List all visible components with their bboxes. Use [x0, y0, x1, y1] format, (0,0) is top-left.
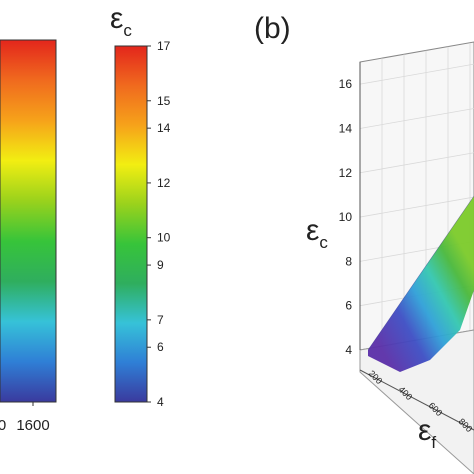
surface-x-axis-label: εf — [418, 414, 436, 452]
surface-grid-line — [359, 63, 474, 85]
colorbar-tick-label: 4 — [157, 395, 164, 409]
surface-edge — [367, 195, 474, 351]
surface-z-axis-label: εc — [306, 214, 328, 252]
heatmap-area — [0, 39, 57, 403]
colorbar-tick-label: 15 — [157, 94, 171, 108]
surface-x-axis — [359, 369, 474, 431]
surface-z-tick-label: 16 — [339, 77, 353, 91]
colorbar-tick-label: 17 — [157, 39, 171, 53]
surface-z-tick-label: 10 — [339, 210, 353, 224]
colorbar-tick-label: 7 — [157, 313, 164, 327]
surface-z-tick-label: 12 — [339, 166, 353, 180]
heatmap-tick-label-partial: 0 — [0, 417, 6, 434]
surface-z-tick-label: 6 — [345, 299, 352, 313]
surface-grid-line — [359, 152, 474, 174]
colorbar-title: εc — [110, 2, 132, 40]
colorbar-tick-label: 6 — [157, 340, 164, 354]
colorbar-gradient — [114, 45, 148, 403]
colorbar-tick-label: 12 — [157, 176, 171, 190]
surface-z-ticks: 4 6 8 10 12 14 16 — [339, 77, 353, 357]
heatmap-panel: 0 1600 — [0, 39, 57, 434]
colorbar-tick-label: 10 — [157, 231, 171, 245]
colorbar-tick-label: 9 — [157, 258, 164, 272]
surface-z-tick-label: 14 — [339, 121, 353, 135]
panel-b-label: (b) — [254, 12, 291, 45]
surface-grid-line — [359, 108, 474, 129]
colorbar: εc 4 6 7 9 10 12 14 15 17 — [110, 2, 171, 409]
colorbar-tick-label: 14 — [157, 121, 171, 135]
surface-mesh — [368, 196, 474, 372]
surface-z-tick-label: 8 — [345, 254, 352, 268]
surface-grid-line — [359, 196, 474, 218]
colorbar-ticks: 4 6 7 9 10 12 14 15 17 — [147, 39, 171, 409]
surface-z-tick-label: 4 — [345, 343, 352, 357]
heatmap-tick-label-1600: 1600 — [16, 417, 49, 434]
